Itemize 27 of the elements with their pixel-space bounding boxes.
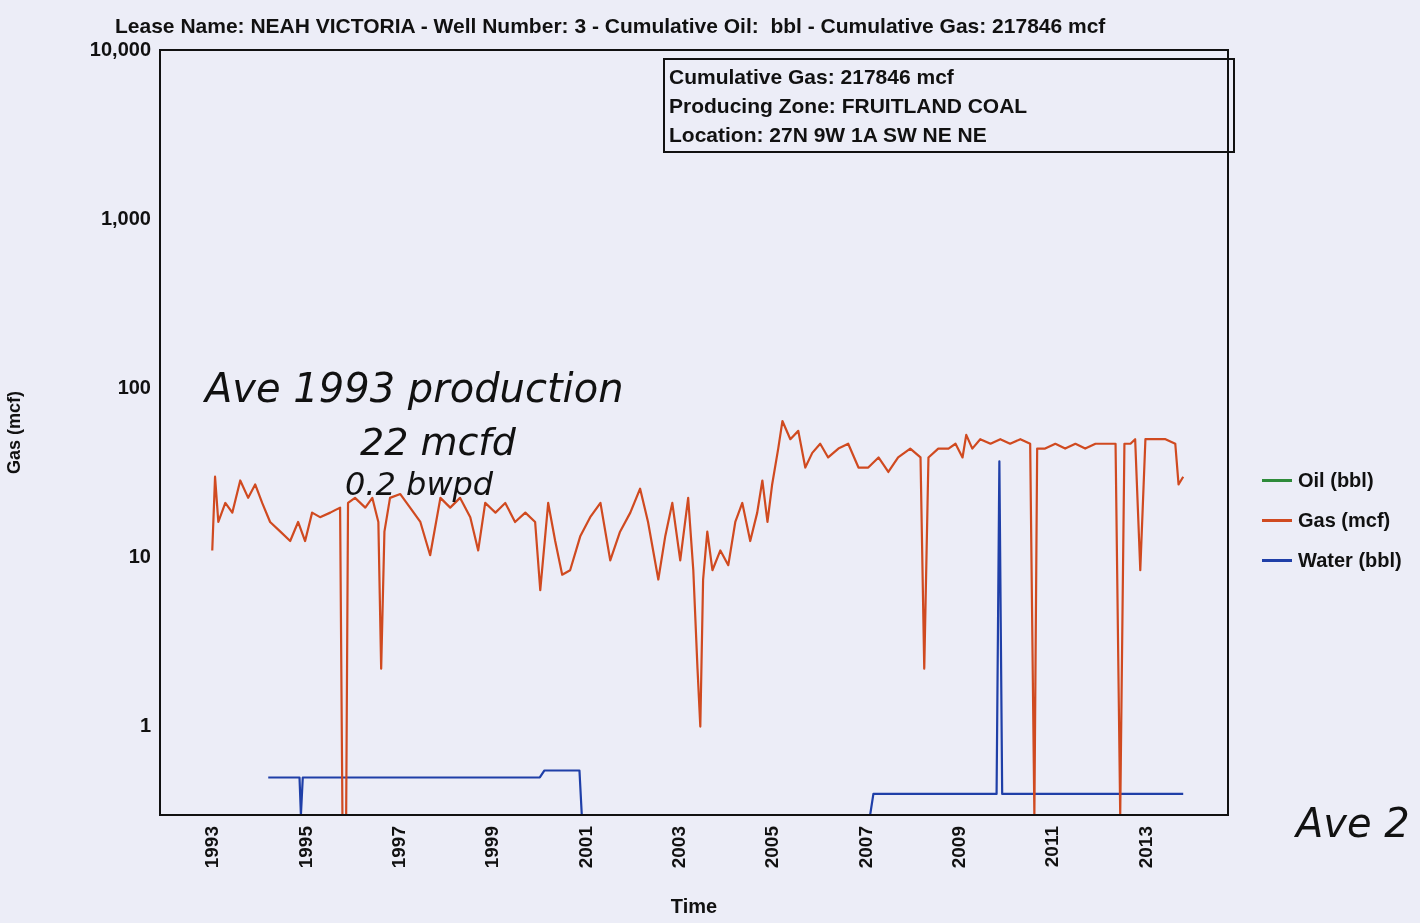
legend-label: Oil (bbl) (1297, 468, 1375, 493)
x-tick-label: 1997 (388, 826, 410, 869)
y-tick-label: 1 (139, 714, 151, 737)
legend-label: Water (bbl) (1297, 548, 1402, 573)
annotation: 22 mcfd (360, 420, 516, 464)
x-tick-label: 2007 (854, 826, 876, 869)
y-tick-label: 100 (117, 375, 151, 398)
text: Ave 2 (1296, 800, 1410, 846)
y-tick-label: 10 (128, 544, 151, 567)
x-tick-label: 1995 (294, 825, 316, 869)
x-tick-label: 2011 (1041, 825, 1063, 868)
x-tick-label: 1993 (201, 826, 223, 869)
chart-title: Lease Name: NEAH VICTORIA - Well Number: 3 - Cumulative Oil: bbl - Cumulative Gas: 217846 mcf (115, 14, 1106, 38)
x-axis-title: Time (670, 894, 718, 917)
x-tick-label: 1999 (481, 826, 503, 869)
x-tick-label: 2009 (947, 826, 969, 869)
x-tick-label: 2003 (668, 826, 689, 869)
x-tick-label: 2001 (574, 825, 596, 869)
note-box: Cumulative Gas: 217846 mcf Producing Zone: FRUITLAND COAL Location: 27N 9W 1A SW NE NE (663, 58, 1235, 153)
y-tick-label: 10,000 (89, 37, 151, 60)
y-tick-label: 1,000 (100, 206, 151, 229)
annotation: Ave 1993 production (205, 365, 624, 411)
x-tick-label: 2013 (1134, 826, 1156, 869)
x-tick-label: 2005 (761, 825, 783, 869)
y-axis-title: Gas (mcf) (3, 390, 24, 475)
annotation: 0.2 bwpd (345, 465, 494, 503)
legend-label: Gas (mcf) (1297, 508, 1392, 533)
